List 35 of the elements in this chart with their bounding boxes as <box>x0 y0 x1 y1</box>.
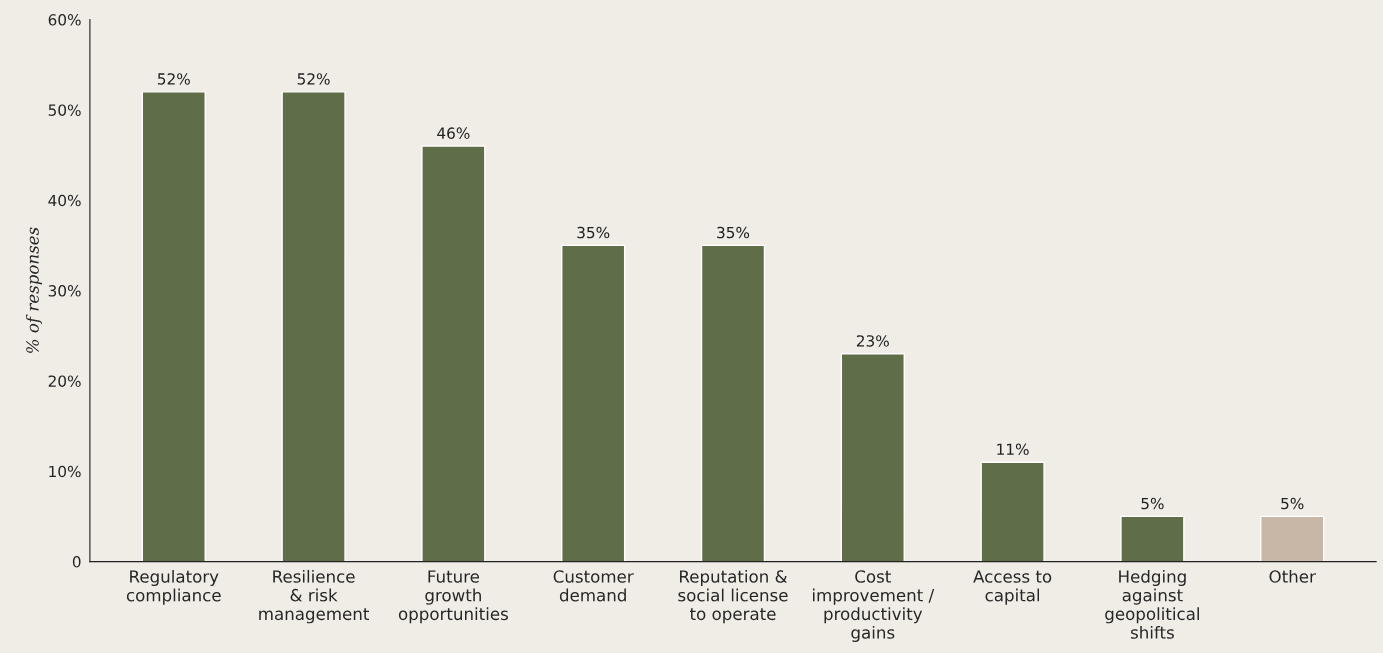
bar <box>421 145 486 562</box>
y-axis-title: % of responses <box>25 227 43 353</box>
data-label: 35% <box>717 226 750 239</box>
data-label: 35% <box>577 226 610 239</box>
y-tick-label: 30% <box>48 285 81 297</box>
bar <box>980 461 1045 562</box>
bar <box>141 91 206 562</box>
bar <box>281 91 346 562</box>
x-tick-label: Access to capital <box>973 570 1052 605</box>
y-tick-label: 40% <box>48 194 81 207</box>
bar <box>561 244 626 562</box>
y-tick-label: 20% <box>48 375 81 387</box>
y-tick-label: 60% <box>48 14 81 26</box>
data-label: 5% <box>1281 497 1304 510</box>
bar <box>840 353 905 562</box>
y-tick-label: 50% <box>48 104 81 116</box>
y-tick-label: 0 <box>72 556 81 568</box>
x-tick-label: Future growth opportunities <box>398 570 508 624</box>
data-label: 23% <box>856 335 889 347</box>
bar <box>700 244 766 562</box>
x-tick-label: Regulatory compliance <box>126 569 221 605</box>
data-label: 52% <box>297 73 330 85</box>
x-tick-label: Reputation & social license to operate <box>678 569 788 624</box>
data-label: 46% <box>437 127 470 139</box>
data-label: 52% <box>157 73 190 85</box>
data-label: 11% <box>997 443 1029 456</box>
x-tick-label: Hedging against geopolitical shifts <box>1105 569 1199 639</box>
bar <box>1120 515 1185 562</box>
x-tick-label: Cost improvement / productivity gains <box>813 570 935 643</box>
data-label: 5% <box>1141 497 1164 510</box>
x-tick-label: Other <box>1269 569 1316 583</box>
bar <box>1260 515 1325 562</box>
x-tick-label: Customer demand <box>553 570 634 602</box>
y-tick-label: 10% <box>49 465 81 478</box>
x-tick-label: Resilience & risk management <box>259 569 369 624</box>
